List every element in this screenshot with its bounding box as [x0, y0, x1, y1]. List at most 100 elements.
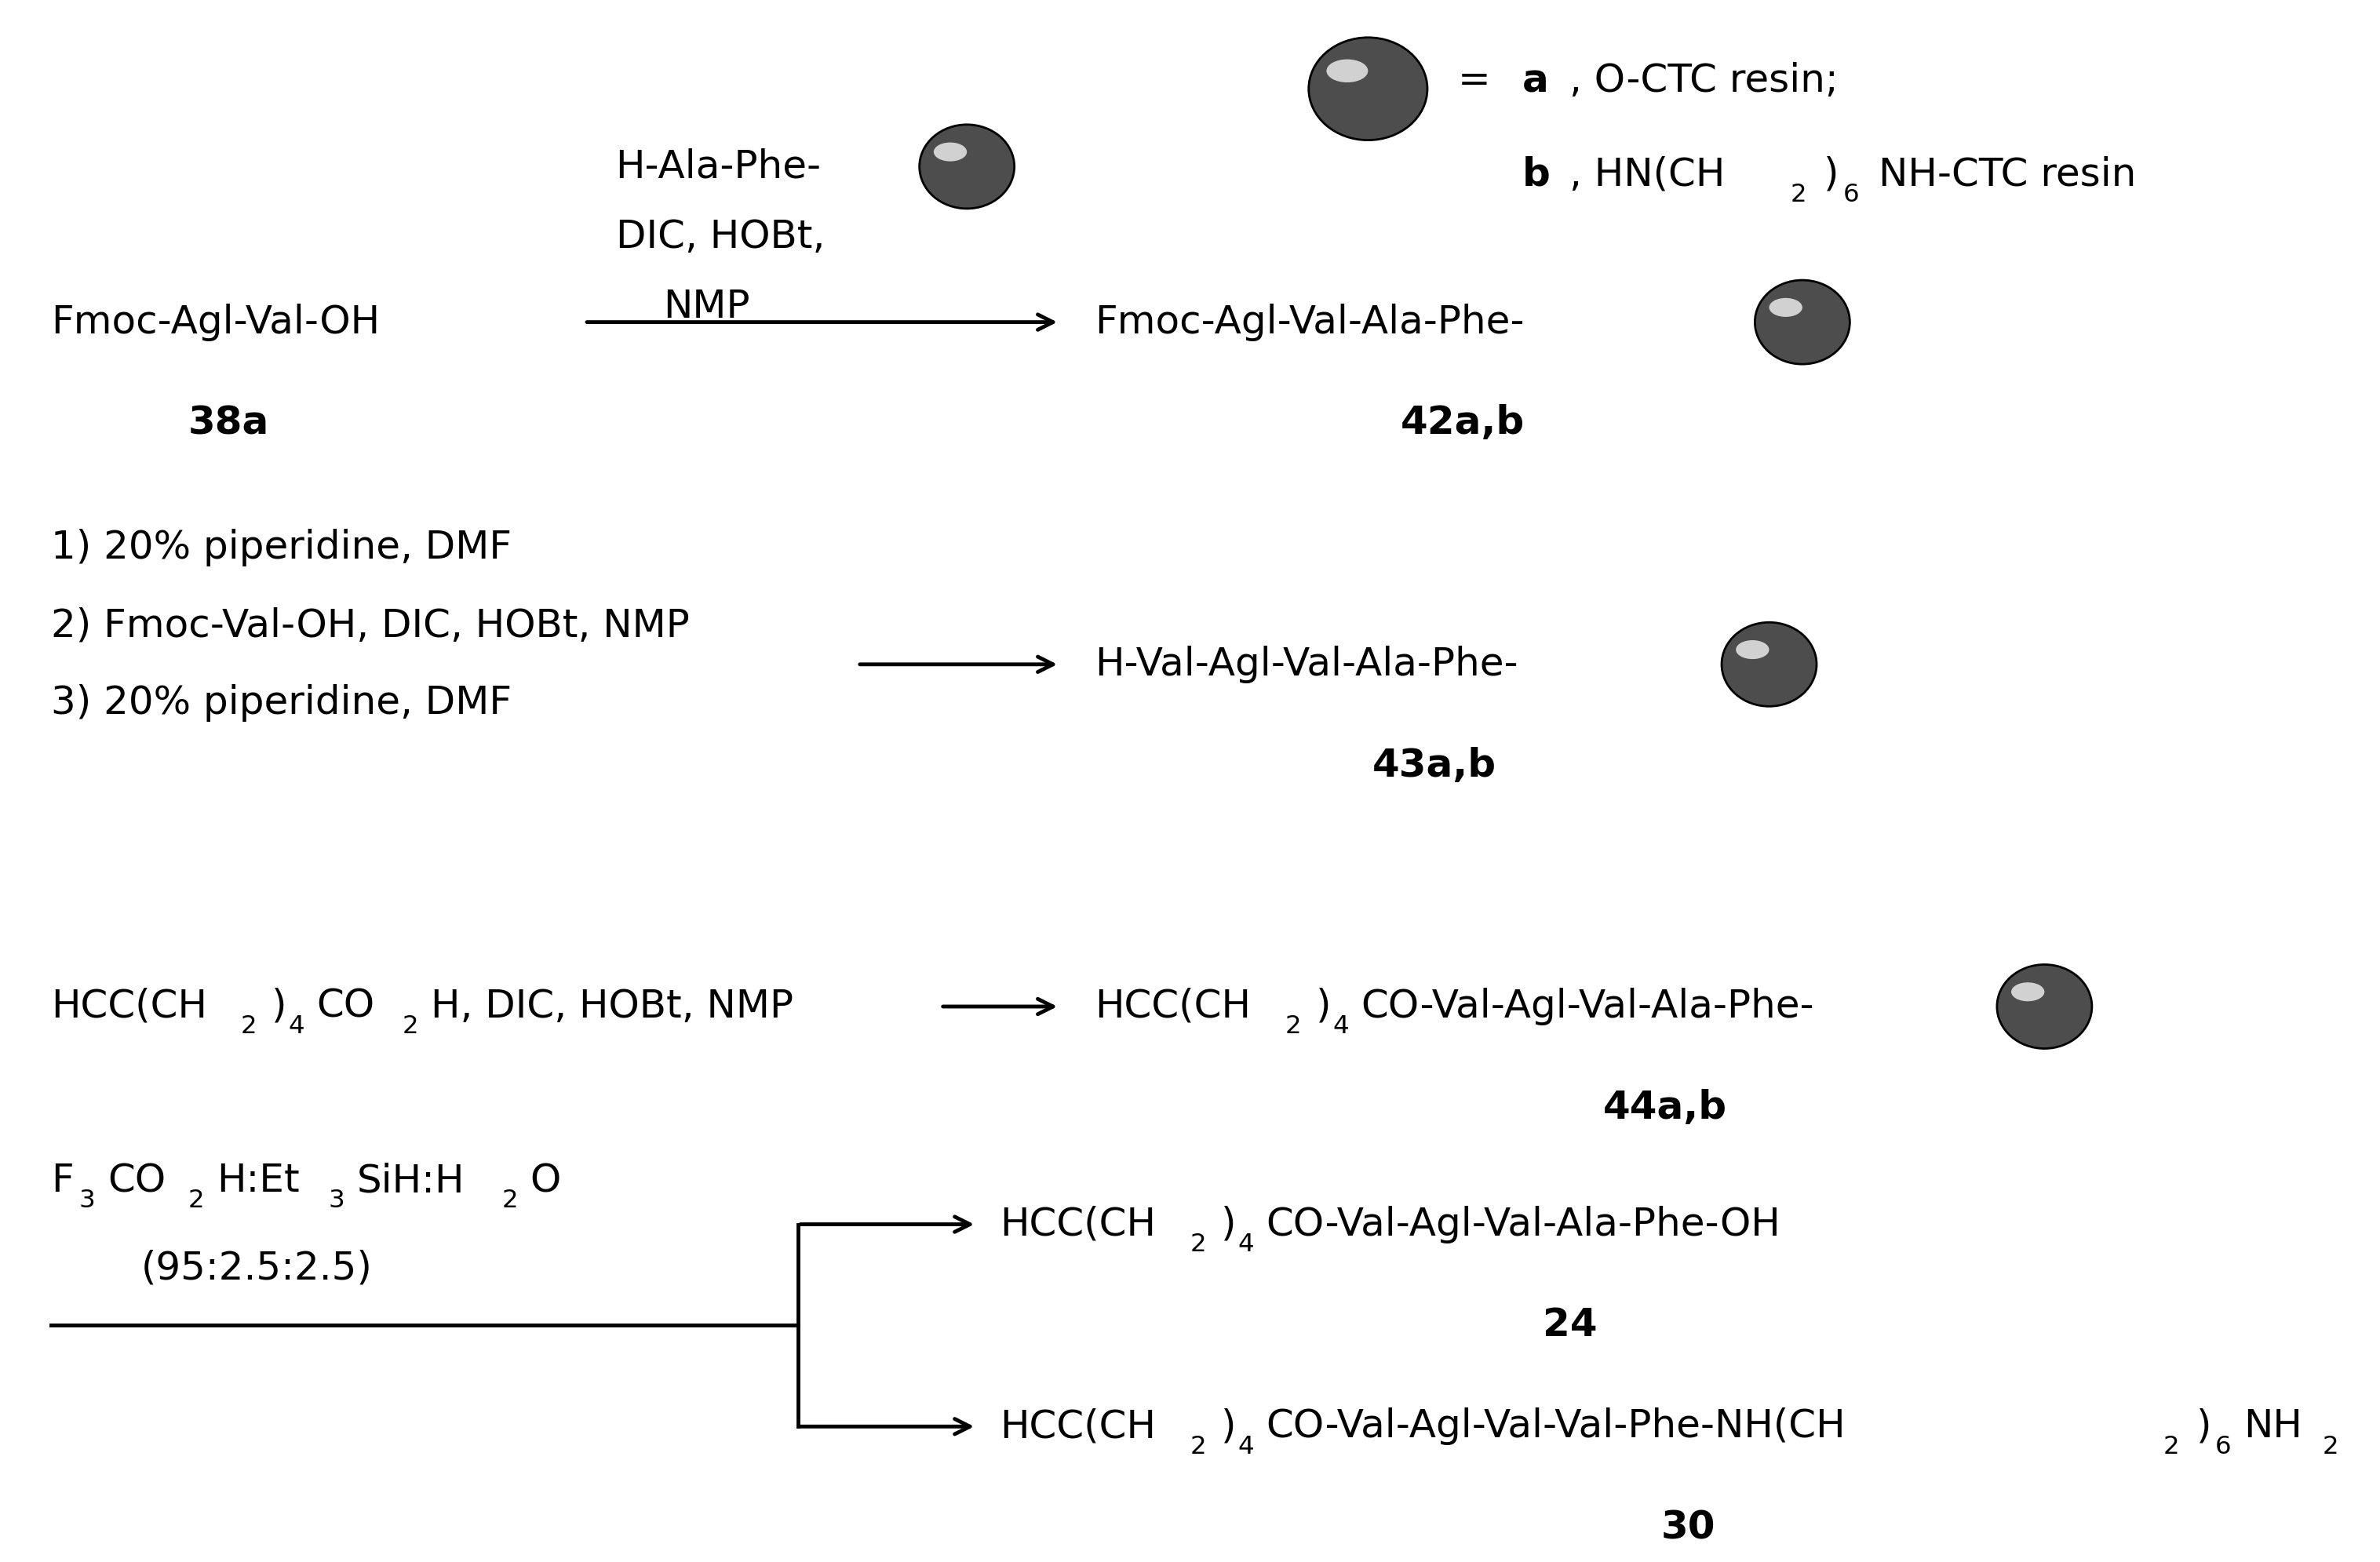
Text: 2: 2 [2163, 1434, 2180, 1459]
Text: 2) Fmoc-Val-OH, DIC, HOBt, NMP: 2) Fmoc-Val-OH, DIC, HOBt, NMP [50, 606, 690, 644]
Ellipse shape [1733, 631, 1804, 695]
Text: 43a,b: 43a,b [1373, 747, 1497, 784]
Text: HCC(CH: HCC(CH [1000, 1407, 1157, 1445]
Ellipse shape [1728, 626, 1809, 701]
Text: , HN(CH: , HN(CH [1571, 156, 1726, 194]
Ellipse shape [1326, 59, 1368, 83]
Ellipse shape [1768, 298, 1802, 317]
Ellipse shape [919, 125, 1014, 209]
Text: H:Et: H:Et [217, 1162, 300, 1200]
Text: 3: 3 [328, 1189, 345, 1214]
Text: CO-Val-Agl-Val-Ala-Phe-: CO-Val-Agl-Val-Ala-Phe- [1361, 987, 1814, 1025]
Ellipse shape [2011, 982, 2044, 1001]
Text: 2: 2 [1190, 1232, 1207, 1257]
Text: H, DIC, HOBt, NMP: H, DIC, HOBt, NMP [431, 987, 793, 1025]
Text: CO: CO [317, 987, 374, 1025]
Text: 2: 2 [188, 1189, 205, 1214]
Text: HCC(CH: HCC(CH [50, 987, 207, 1025]
Ellipse shape [2006, 975, 2078, 1037]
Ellipse shape [2018, 984, 2063, 1025]
Ellipse shape [1752, 651, 1775, 672]
Text: a: a [1523, 62, 1549, 100]
Text: 2: 2 [240, 1015, 257, 1039]
Text: ): ) [1823, 156, 1840, 194]
Text: b: b [1523, 156, 1549, 194]
Text: 38a: 38a [188, 405, 269, 442]
Ellipse shape [1997, 965, 2092, 1048]
Text: CO: CO [107, 1162, 167, 1200]
Ellipse shape [1747, 647, 1783, 678]
Ellipse shape [923, 130, 1007, 203]
Text: CO-Val-Agl-Val-Val-Phe-NH(CH: CO-Val-Agl-Val-Val-Phe-NH(CH [1266, 1407, 1844, 1445]
Ellipse shape [1775, 298, 1823, 341]
Ellipse shape [1347, 72, 1376, 98]
Ellipse shape [1754, 280, 1849, 364]
Ellipse shape [1785, 308, 1809, 330]
Ellipse shape [1790, 314, 1802, 323]
Ellipse shape [1328, 55, 1402, 119]
Text: 30: 30 [1661, 1509, 1716, 1546]
Ellipse shape [933, 142, 966, 161]
Text: , O-CTC resin;: , O-CTC resin; [1571, 62, 1840, 100]
Text: NH-CTC resin: NH-CTC resin [1878, 156, 2135, 194]
Text: SiH:H: SiH:H [357, 1162, 464, 1200]
Ellipse shape [1780, 303, 1816, 336]
Text: 44a,b: 44a,b [1602, 1089, 1728, 1126]
Ellipse shape [954, 158, 966, 169]
Ellipse shape [935, 139, 995, 191]
Text: 2: 2 [2323, 1434, 2337, 1459]
Text: 2: 2 [402, 1015, 419, 1039]
Text: 2: 2 [502, 1189, 519, 1214]
Ellipse shape [1316, 44, 1418, 133]
Text: H-Val-Agl-Val-Ala-Phe-: H-Val-Agl-Val-Ala-Phe- [1095, 645, 1518, 683]
Text: HCC(CH: HCC(CH [1095, 987, 1252, 1025]
Text: 3: 3 [79, 1189, 95, 1214]
Ellipse shape [1321, 48, 1411, 127]
Text: F: F [50, 1162, 74, 1200]
Ellipse shape [2023, 989, 2059, 1020]
Ellipse shape [1721, 622, 1816, 706]
Text: ): ) [271, 987, 286, 1025]
Text: Fmoc-Agl-Val-Ala-Phe-: Fmoc-Agl-Val-Ala-Phe- [1095, 303, 1526, 341]
Text: 42a,b: 42a,b [1402, 405, 1526, 442]
Text: ): ) [1221, 1407, 1235, 1445]
Text: =: = [1459, 62, 1504, 100]
Ellipse shape [2033, 998, 2044, 1007]
Text: 4: 4 [1238, 1232, 1254, 1257]
Ellipse shape [2028, 993, 2052, 1014]
Text: NMP: NMP [664, 287, 750, 325]
Text: 24: 24 [1542, 1306, 1597, 1345]
Ellipse shape [1309, 37, 1428, 141]
Text: 6: 6 [1842, 183, 1859, 206]
Text: ): ) [1221, 1206, 1235, 1243]
Ellipse shape [1340, 66, 1385, 105]
Text: O: O [531, 1162, 562, 1200]
Ellipse shape [1333, 61, 1392, 112]
Ellipse shape [1735, 640, 1768, 659]
Ellipse shape [2002, 970, 2085, 1043]
Ellipse shape [1759, 284, 1842, 358]
Ellipse shape [950, 153, 973, 173]
Text: ): ) [2197, 1407, 2211, 1445]
Ellipse shape [940, 144, 988, 186]
Text: 4: 4 [1333, 1015, 1349, 1039]
Ellipse shape [2011, 979, 2071, 1031]
Text: 2: 2 [1285, 1015, 1302, 1039]
Text: CO-Val-Agl-Val-Ala-Phe-OH: CO-Val-Agl-Val-Ala-Phe-OH [1266, 1206, 1780, 1243]
Text: ): ) [1316, 987, 1330, 1025]
Ellipse shape [945, 148, 981, 180]
Text: 4: 4 [1238, 1434, 1254, 1459]
Ellipse shape [1742, 642, 1790, 683]
Text: 2: 2 [1790, 183, 1806, 206]
Text: 3) 20% piperidine, DMF: 3) 20% piperidine, DMF [50, 684, 512, 722]
Ellipse shape [1352, 78, 1368, 91]
Text: DIC, HOBt,: DIC, HOBt, [616, 217, 823, 256]
Text: H-Ala-Phe-: H-Ala-Phe- [616, 148, 821, 186]
Ellipse shape [1771, 294, 1830, 347]
Text: 6: 6 [2216, 1434, 2232, 1459]
Ellipse shape [1756, 656, 1768, 665]
Text: HCC(CH: HCC(CH [1000, 1206, 1157, 1243]
Text: 1) 20% piperidine, DMF: 1) 20% piperidine, DMF [50, 530, 512, 567]
Text: NH: NH [2244, 1407, 2301, 1445]
Text: 4: 4 [288, 1015, 305, 1039]
